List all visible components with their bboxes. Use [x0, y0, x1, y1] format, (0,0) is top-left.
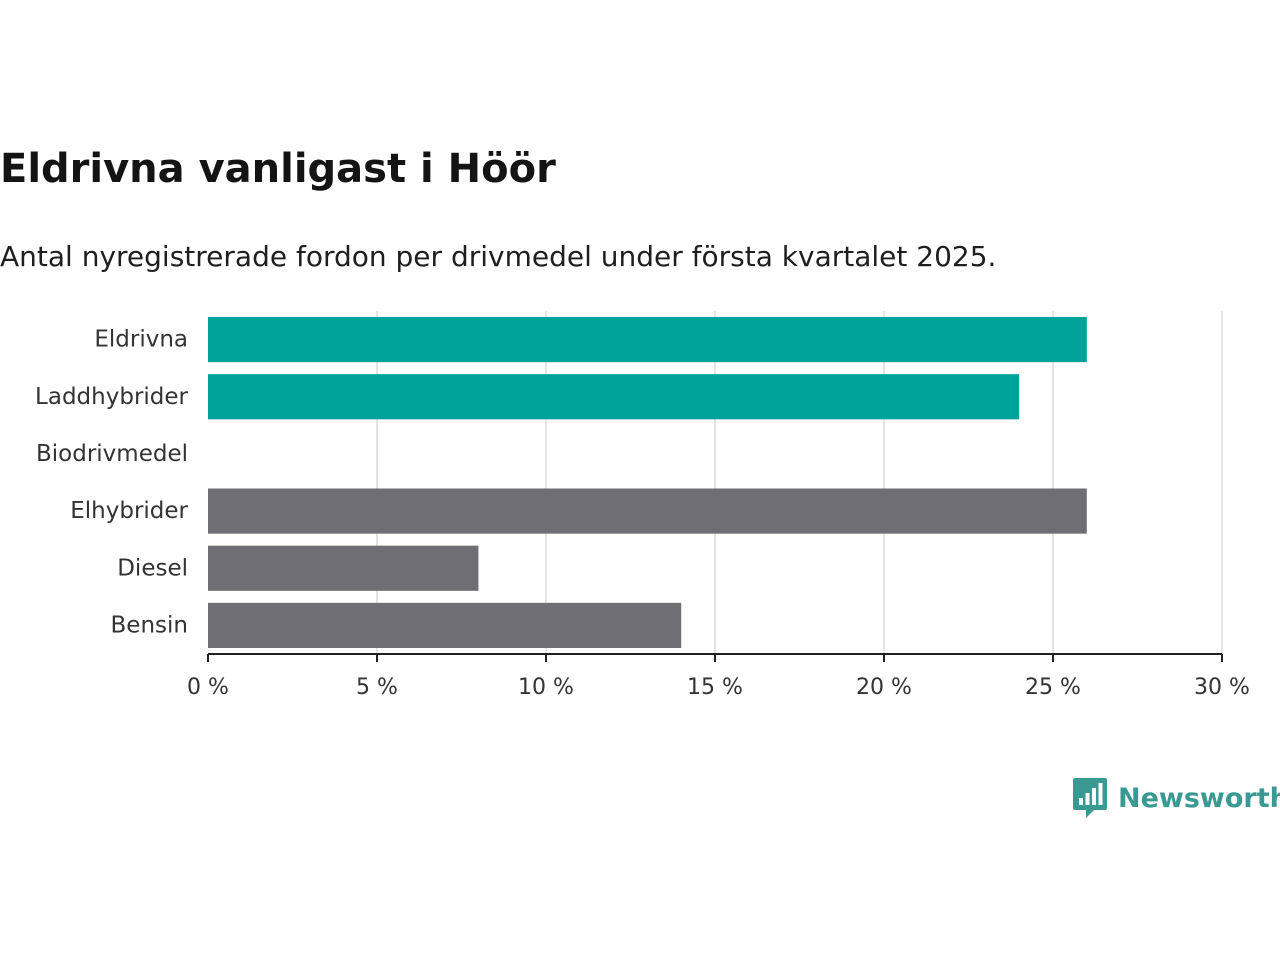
x-tick-label: 10 % [518, 675, 574, 700]
category-label: Eldrivna [94, 327, 188, 353]
chart-subtitle: Antal nyregistrerade fordon per drivmede… [0, 240, 997, 273]
x-tick-label: 20 % [856, 675, 912, 700]
bar-elhybrider [208, 488, 1087, 534]
category-label: Biodrivmedel [36, 441, 188, 467]
category-label: Bensin [111, 612, 188, 638]
category-label: Laddhybrider [35, 384, 188, 410]
x-tick-label: 5 % [356, 675, 398, 700]
x-tick-label: 25 % [1025, 675, 1081, 700]
bar-laddhybrider [208, 374, 1020, 420]
grid-lines [376, 311, 1223, 654]
logo-text: Newsworthy [1118, 782, 1280, 814]
bars [208, 317, 1087, 648]
x-tick-label: 30 % [1194, 675, 1250, 700]
bar-chart: 0 % 5 % 10 % 15 % 20 % 25 % 30 % Eldrivna Laddh… [35, 311, 1250, 700]
x-tick-label: 15 % [687, 675, 743, 700]
chart-title: Eldrivna vanligast i Höör [0, 146, 556, 192]
x-axis: 0 % 5 % 10 % 15 % 20 % 25 % 30 % [187, 653, 1250, 700]
bar-chart-speech-bubble-icon [1073, 778, 1107, 818]
bar-eldrivna [208, 317, 1087, 363]
newsworthy-logo: Newsworthy [1072, 776, 1280, 820]
bar-diesel [208, 545, 479, 591]
category-label: Elhybrider [70, 498, 188, 524]
x-tick-label: 0 % [187, 675, 229, 700]
category-labels: Eldrivna Laddhybrider Biodrivmedel Elhybrid… [35, 327, 188, 639]
bar-bensin [208, 602, 682, 648]
category-label: Diesel [117, 555, 188, 581]
